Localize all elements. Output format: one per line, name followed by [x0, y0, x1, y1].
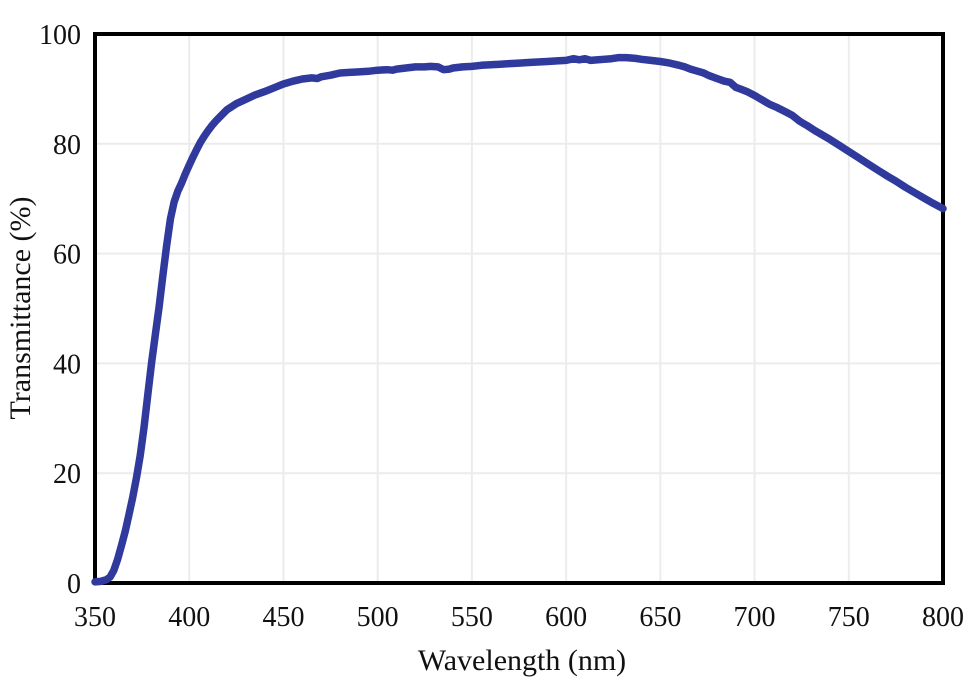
- gridlines: [95, 34, 943, 583]
- x-tick-label: 650: [639, 602, 681, 633]
- x-tick-label: 750: [828, 602, 870, 633]
- x-tick-label: 400: [168, 602, 210, 633]
- x-tick-label: 800: [922, 602, 964, 633]
- y-tick-label: 20: [53, 459, 81, 490]
- y-axis-title: Transmittance (%): [4, 196, 37, 419]
- x-axis-title: Wavelength (nm): [418, 644, 626, 677]
- y-tick-label: 80: [53, 130, 81, 161]
- x-tick-label: 600: [545, 602, 587, 633]
- y-tick-label: 40: [53, 349, 81, 380]
- y-tick-label: 0: [67, 569, 81, 600]
- y-axis-tick-labels: 0 20 40 60 80 100: [39, 20, 81, 600]
- x-axis-tick-labels: 350 400 450 500 550 600 650 700 750 800: [74, 602, 964, 633]
- transmittance-line: [91, 53, 947, 586]
- x-tick-label: 550: [451, 602, 493, 633]
- x-tick-label: 350: [74, 602, 116, 633]
- y-tick-label: 60: [53, 240, 81, 271]
- plot-border: [93, 32, 945, 585]
- x-tick-label: 500: [357, 602, 399, 633]
- x-tick-label: 450: [262, 602, 304, 633]
- x-tick-label: 700: [734, 602, 776, 633]
- y-tick-label: 100: [39, 20, 81, 51]
